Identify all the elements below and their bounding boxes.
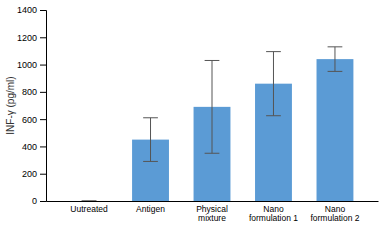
y-tick: 1400 [17, 5, 46, 15]
error-bar-cap [328, 71, 343, 72]
error-bar-cap [266, 115, 281, 116]
error-bar-cap [205, 153, 220, 154]
x-axis: Uutreated Antigen Physicalmixture Nanoformu… [47, 202, 379, 224]
y-tick-mark [40, 10, 46, 11]
y-axis: 0 200 400 600 800 1000 1200 1400 [17, 5, 47, 206]
y-tick-label: 600 [22, 115, 37, 125]
y-tick: 0 [32, 196, 46, 206]
error-bar-stem [334, 47, 335, 72]
bar [71, 201, 108, 202]
y-tick-mark [40, 174, 46, 175]
error-bar-cap [205, 60, 220, 61]
error-bar-cap [82, 201, 97, 202]
error-bar-stem [212, 60, 213, 153]
y-tick-mark [40, 201, 46, 202]
y-tick: 800 [22, 87, 46, 97]
y-tick: 1200 [17, 33, 46, 43]
error-bar [205, 60, 220, 153]
plot: 0 200 400 600 800 1000 1200 1400 Uutreated Antige… [17, 5, 379, 223]
error-bar-cap [143, 117, 158, 118]
y-tick-mark [40, 92, 46, 93]
y-tick-mark [40, 146, 46, 147]
y-tick: 1000 [17, 60, 46, 70]
error-bar-cap [82, 201, 97, 202]
y-tick-label: 1400 [17, 5, 37, 15]
y-axis-line [40, 11, 47, 202]
y-tick: 200 [22, 169, 46, 179]
y-tick: 600 [22, 115, 46, 125]
x-tick-label: Nanoformulation 1 [249, 204, 298, 223]
x-tick-label: Nanoformulation 2 [310, 204, 359, 223]
x-axis-line [47, 201, 379, 202]
error-bar-stem [273, 52, 274, 116]
error-bar [143, 118, 158, 162]
y-tick-label: 1000 [17, 60, 37, 70]
error-bar [328, 47, 343, 72]
error-bar-cap [328, 46, 343, 47]
y-tick: 400 [22, 142, 46, 152]
y-tick-label: 1200 [17, 33, 37, 43]
y-axis-title: INF-γ (pg/ml) [5, 76, 16, 134]
x-tick-label: Physicalmixture [196, 204, 228, 223]
x-tick: Nanoformulation 2 [310, 204, 359, 223]
marks [82, 47, 354, 201]
y-tick-label: 400 [22, 142, 37, 152]
x-tick: Physicalmixture [196, 204, 228, 223]
y-tick-label: 0 [32, 196, 37, 206]
x-tick-label: Uutreated [70, 204, 108, 214]
x-tick-label: Antigen [136, 204, 165, 214]
y-tick-mark [40, 119, 46, 120]
y-tick-mark [40, 37, 46, 38]
bar [317, 59, 354, 201]
x-tick: Uutreated [70, 204, 108, 214]
error-bar-cap [266, 51, 281, 52]
x-tick: Antigen [136, 204, 165, 214]
y-tick-mark [40, 65, 46, 66]
error-bar-cap [143, 161, 158, 162]
error-bar-stem [150, 118, 151, 162]
chart: 0 200 400 600 800 1000 1200 1400 Uutreated Antige… [0, 0, 386, 231]
x-tick: Nanoformulation 1 [249, 204, 298, 223]
y-tick-label: 200 [22, 169, 37, 179]
y-tick-label: 800 [22, 87, 37, 97]
error-bar [82, 201, 97, 202]
error-bar [266, 52, 281, 116]
